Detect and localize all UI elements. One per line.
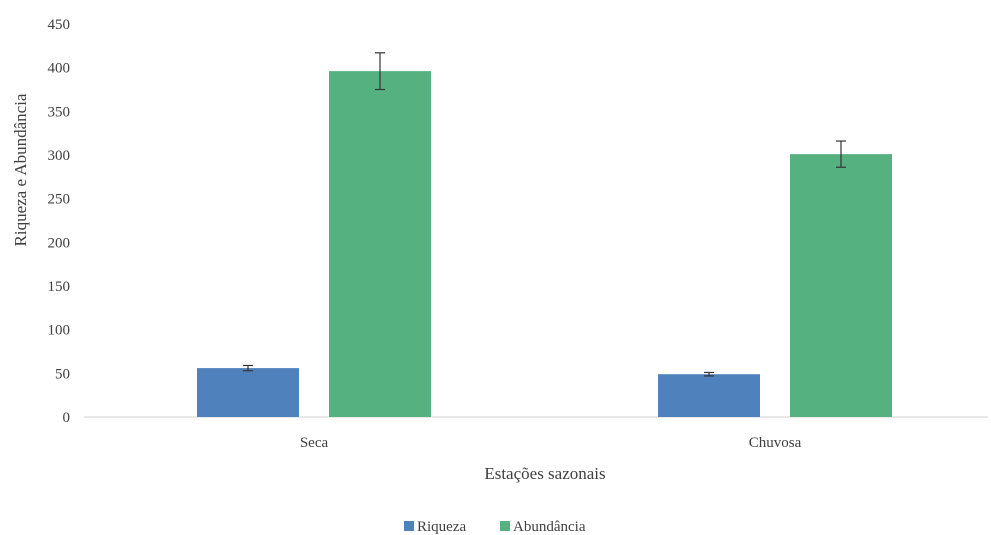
- bar-riqueza-chuvosa: [658, 374, 760, 417]
- legend-label: Abundância: [513, 519, 586, 535]
- y-tick-label: 100: [48, 323, 71, 339]
- y-tick-label: 150: [48, 279, 71, 295]
- bars-group: [197, 52, 892, 418]
- legend-swatch: [404, 521, 414, 531]
- legend-swatch: [500, 521, 510, 531]
- x-axis-title: Estações sazonais: [484, 464, 605, 483]
- y-tick-label: 300: [48, 148, 71, 164]
- x-axis-ticks: Seca Chuvosa: [300, 435, 802, 451]
- y-tick-label: 200: [48, 235, 71, 251]
- y-tick-label: 0: [63, 410, 71, 426]
- y-tick-label: 250: [48, 192, 71, 208]
- legend-item: Riqueza: [404, 519, 466, 535]
- bar-abund-ncia-seca: [329, 71, 431, 417]
- x-tick-label: Seca: [300, 435, 329, 451]
- y-tick-label: 50: [55, 366, 70, 382]
- error-bar: [243, 364, 253, 372]
- bar-riqueza-seca: [197, 368, 299, 417]
- legend-item: Abundância: [500, 519, 586, 535]
- x-tick-label: Chuvosa: [749, 435, 802, 451]
- y-tick-label: 400: [48, 61, 71, 77]
- y-axis-ticks: 0 50 100 150 200 250 300 350 400 450: [48, 17, 71, 426]
- y-tick-label: 350: [48, 104, 71, 120]
- y-axis-title: Riqueza e Abundância: [11, 93, 30, 246]
- bar-abund-ncia-chuvosa: [790, 154, 892, 418]
- error-bar: [375, 52, 385, 91]
- legend: Riqueza Abundância: [404, 519, 586, 535]
- error-bar: [704, 371, 714, 377]
- legend-label: Riqueza: [417, 519, 466, 535]
- y-tick-label: 450: [48, 17, 71, 33]
- error-bar: [836, 140, 846, 168]
